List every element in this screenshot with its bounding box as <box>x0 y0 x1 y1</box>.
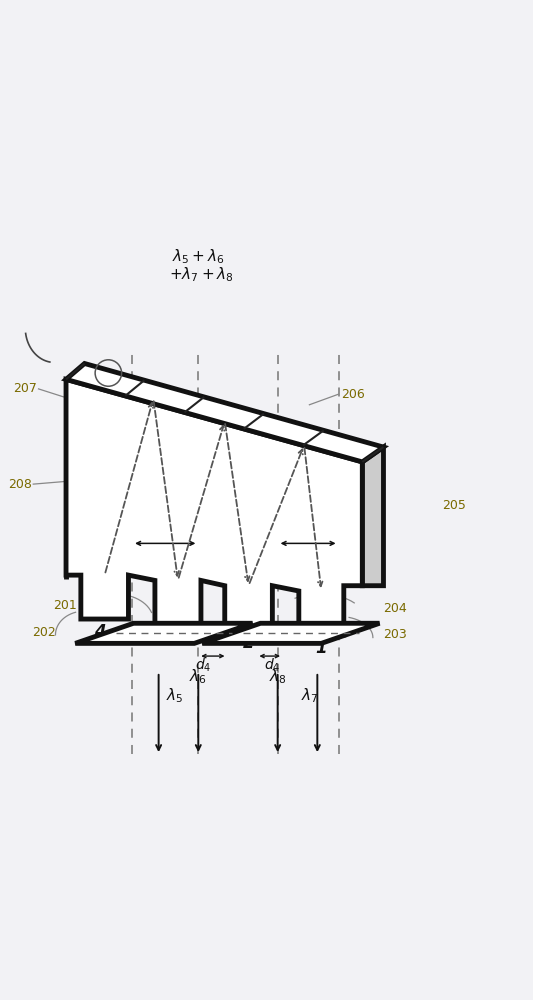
Text: 208: 208 <box>8 478 31 491</box>
Text: $d_3$: $d_3$ <box>300 522 317 541</box>
Text: $d_4$: $d_4$ <box>196 657 212 674</box>
Polygon shape <box>75 623 253 643</box>
Polygon shape <box>66 364 383 462</box>
Text: $\lambda_6$: $\lambda_6$ <box>189 667 207 686</box>
Text: $\lambda_8$: $\lambda_8$ <box>269 667 287 686</box>
Polygon shape <box>362 447 383 586</box>
Text: $\lambda_7$: $\lambda_7$ <box>269 551 286 570</box>
Polygon shape <box>66 379 362 635</box>
Text: 203: 203 <box>383 628 407 641</box>
Text: $d_3$: $d_3$ <box>157 522 174 541</box>
Text: 204: 204 <box>383 602 407 615</box>
Text: $\beta$: $\beta$ <box>102 366 111 383</box>
Text: $\lambda_5$: $\lambda_5$ <box>166 686 183 705</box>
Text: 1: 1 <box>316 639 327 657</box>
Text: 201: 201 <box>53 599 77 612</box>
Text: 3: 3 <box>172 629 184 647</box>
Text: 4: 4 <box>94 623 105 641</box>
Text: $\lambda_7$: $\lambda_7$ <box>301 686 318 705</box>
Text: $\lambda_5$: $\lambda_5$ <box>124 551 141 570</box>
Polygon shape <box>202 623 379 643</box>
Text: 205: 205 <box>442 499 465 512</box>
Text: $+\lambda_7+\lambda_8$: $+\lambda_7+\lambda_8$ <box>168 266 233 284</box>
Text: $\lambda_6$: $\lambda_6$ <box>189 551 207 570</box>
Text: 202: 202 <box>31 626 55 639</box>
Text: 207: 207 <box>13 382 37 395</box>
Text: 2: 2 <box>243 634 254 652</box>
Text: $d_4$: $d_4$ <box>264 657 280 674</box>
Text: $\lambda_5+\lambda_6$: $\lambda_5+\lambda_6$ <box>172 247 225 266</box>
Text: 206: 206 <box>341 388 365 401</box>
Text: $\lambda_8$: $\lambda_8$ <box>329 551 348 570</box>
